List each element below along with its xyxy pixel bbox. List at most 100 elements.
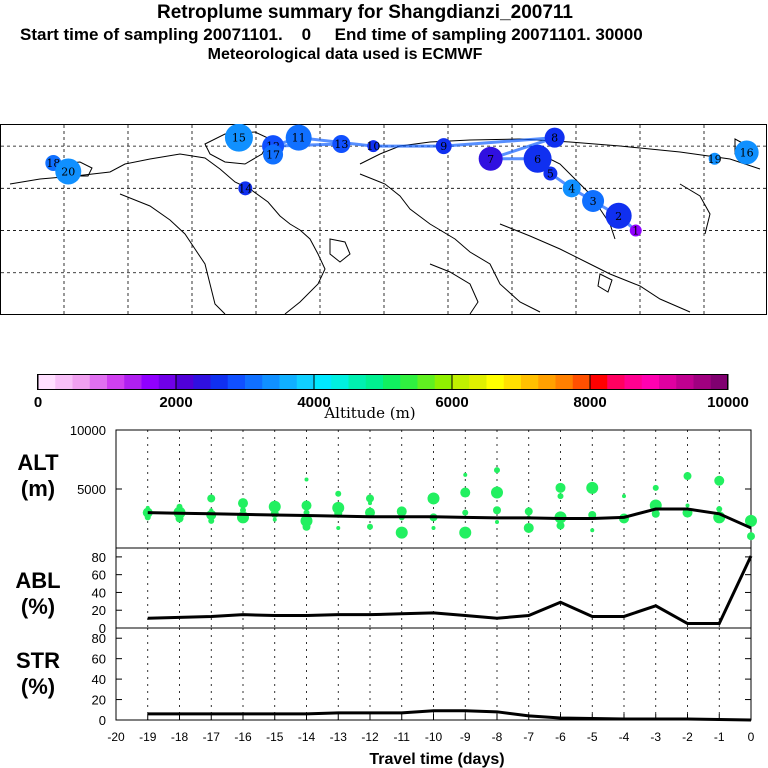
- panel-label: ABL: [15, 568, 60, 593]
- cluster-altitude-point: [367, 523, 373, 530]
- cluster-altitude-point: [368, 501, 372, 506]
- sampling-times: Start time of sampling 20071101. 0 End t…: [20, 25, 643, 44]
- cluster-altitude-point: [238, 498, 248, 509]
- colorbar-tick-label: 8000: [573, 394, 606, 411]
- time-series-panels: 500010000ALT(m)020406080ABL(%)020406080S…: [15, 423, 757, 768]
- x-tick-label: -14: [298, 730, 316, 744]
- colorbar-cell: [107, 375, 125, 389]
- colorbar-cell: [124, 375, 142, 389]
- cluster-altitude-point: [685, 503, 690, 508]
- cluster-altitude-point: [745, 514, 757, 527]
- cluster-altitude-point: [493, 506, 501, 515]
- colorbar-ticks: 0 2000 4000 6000 8000 10000: [34, 374, 749, 411]
- cluster-altitude-point: [556, 521, 565, 530]
- colorbar-cell: [193, 375, 211, 389]
- chart-title: Retroplume summary for Shangdianzi_20071…: [156, 2, 574, 23]
- panel-unit: (%): [21, 674, 55, 699]
- cluster-label: 4: [568, 182, 575, 195]
- cluster-marker: [263, 144, 284, 165]
- colorbar-label: Altitude (m): [323, 404, 415, 420]
- colorbar-cell: [279, 375, 298, 389]
- colorbar-cell: [503, 375, 522, 389]
- cluster-altitude-point: [683, 472, 692, 481]
- cluster-marker: [605, 202, 632, 229]
- cluster-label: 17: [266, 149, 280, 162]
- cluster-altitude-point: [144, 514, 151, 521]
- cluster-label: 1: [632, 225, 639, 238]
- x-tick-label: -5: [587, 730, 598, 744]
- cluster-altitude-point: [301, 500, 312, 511]
- x-axis: -20 -19 -18 -17 -16 -15 -14 -13 -12 -11 -10 -9 -8 -7-…: [107, 714, 755, 768]
- colorbar-cell: [417, 375, 436, 389]
- cluster-altitude-point: [335, 490, 342, 497]
- colorbar-cell: [296, 375, 315, 389]
- colorbar-cell: [710, 375, 729, 389]
- cluster-altitude-point: [651, 509, 660, 518]
- panel-label: STR: [16, 648, 60, 673]
- colorbar-cell: [624, 375, 643, 389]
- cluster-marker: [562, 179, 581, 198]
- cluster-label: 7: [487, 153, 494, 166]
- colorbar-cell: [38, 375, 56, 389]
- cluster-marker: [285, 124, 312, 151]
- colorbar-cells: [38, 375, 729, 389]
- cluster-marker: [582, 190, 605, 212]
- cluster-marker: [708, 152, 721, 165]
- panel-unit: (m): [21, 476, 55, 501]
- y-tick-label: 80: [92, 550, 106, 565]
- y-tick-label: 0: [99, 713, 106, 728]
- cluster-markers: 1234567891011121314151617181920: [45, 124, 759, 238]
- cluster-marker: [238, 181, 253, 196]
- cluster-altitude-point: [208, 517, 215, 524]
- x-tick-label: -2: [682, 730, 693, 744]
- cluster-altitude-point: [555, 482, 566, 493]
- cluster-marker: [523, 144, 552, 173]
- cluster-label: 6: [534, 153, 541, 166]
- colorbar-tick-label: 0: [34, 394, 42, 411]
- cluster-altitude-point: [716, 506, 723, 513]
- cluster-marker: [544, 127, 565, 148]
- colorbar-cell: [641, 375, 660, 389]
- colorbar-cell: [555, 375, 574, 389]
- cluster-altitude-point: [460, 487, 471, 498]
- panel-str: 0 20 40 60 80 STR(%): [16, 627, 752, 728]
- colorbar-tick-label: 2000: [159, 394, 192, 411]
- cluster-altitude-point: [491, 486, 503, 499]
- x-tick-label: -6: [555, 730, 566, 744]
- x-tick-label: -8: [492, 730, 503, 744]
- met-data-note: Meteorological data used is ECMWF: [207, 46, 483, 63]
- x-tick-label: -16: [234, 730, 252, 744]
- colorbar-cell: [572, 375, 591, 389]
- colorbar-cell: [659, 375, 677, 389]
- panel-abl: 0 20 40 60 80 ABL(%): [15, 547, 753, 636]
- cluster-altitude-point: [300, 514, 313, 527]
- colorbar-cell: [434, 375, 453, 389]
- panel-label: ALT: [17, 450, 59, 475]
- cluster-altitude-point: [302, 522, 311, 531]
- cluster-altitude-point: [336, 525, 341, 530]
- cluster-altitude-point: [431, 525, 436, 530]
- cluster-altitude-point: [462, 509, 469, 516]
- x-tick-label: -11: [394, 730, 411, 744]
- cluster-altitude-point: [332, 501, 345, 514]
- cluster-marker: [332, 135, 351, 153]
- cluster-altitude-point: [714, 475, 725, 486]
- colorbar-tick-label: 6000: [435, 394, 468, 411]
- colorbar-cell: [676, 375, 694, 389]
- x-tick-label: -18: [171, 730, 189, 744]
- series-line: [147, 555, 753, 626]
- cluster-altitude-point: [494, 467, 500, 474]
- y-tick-label: 20: [92, 603, 106, 618]
- colorbar-cell: [365, 375, 384, 389]
- y-tick-label: 10000: [70, 423, 106, 438]
- colorbar-cell: [538, 375, 556, 389]
- cluster-label: 14: [238, 182, 252, 195]
- colorbar-cell: [348, 375, 367, 389]
- panel-alt: 5000 10000 ALT(m): [17, 423, 757, 549]
- cluster-altitude-point: [590, 528, 595, 533]
- colorbar-tick-label: 4000: [297, 394, 330, 411]
- colorbar-cell: [176, 375, 194, 389]
- cluster-altitude-point: [524, 507, 533, 516]
- retroplume-map: 1234567891011121314151617181920: [0, 124, 767, 315]
- colorbar-cell: [383, 375, 401, 389]
